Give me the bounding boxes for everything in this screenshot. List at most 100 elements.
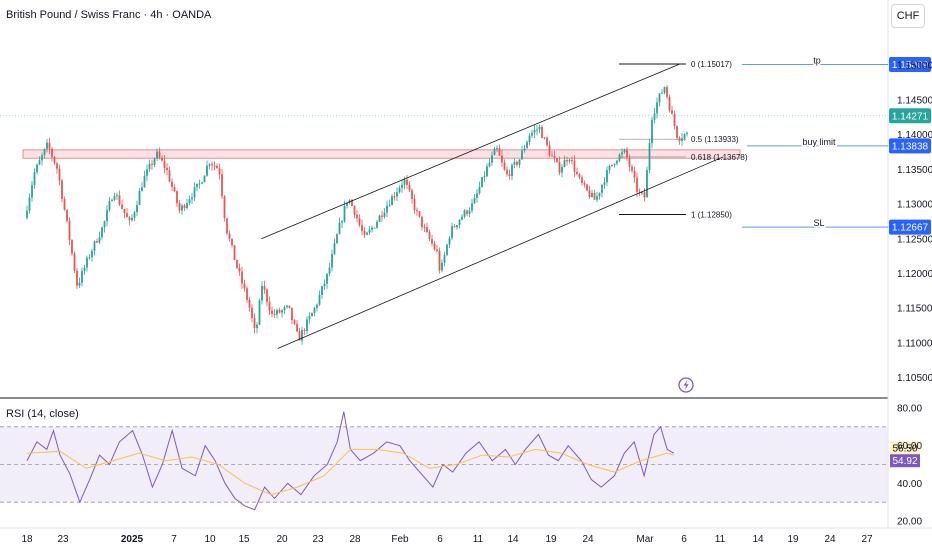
candle-body bbox=[578, 174, 581, 178]
candle-body bbox=[108, 201, 111, 211]
candle-body bbox=[236, 260, 238, 268]
candle-body bbox=[161, 157, 163, 161]
candle-body bbox=[193, 187, 196, 198]
candle-body bbox=[116, 195, 118, 197]
level-price-label: 1.13838 bbox=[892, 141, 929, 152]
time-tick-label: 24 bbox=[824, 534, 836, 545]
candle-body bbox=[256, 324, 258, 329]
candle-body bbox=[128, 217, 131, 221]
candle-body bbox=[338, 222, 341, 235]
candle-body bbox=[686, 132, 688, 135]
candle-body bbox=[141, 187, 143, 191]
currency-button[interactable]: CHF bbox=[891, 4, 925, 28]
candle-body bbox=[463, 210, 466, 217]
fib-label: 1 (1.12850) bbox=[691, 210, 732, 219]
candle-body bbox=[356, 214, 358, 219]
candle-body bbox=[563, 159, 566, 168]
time-tick-label: 10 bbox=[204, 534, 216, 545]
candle-body bbox=[176, 191, 178, 204]
candle-body bbox=[551, 155, 553, 157]
candle-body bbox=[63, 199, 66, 210]
candle-body bbox=[638, 191, 641, 193]
price-tick-label: 1.13000 bbox=[897, 200, 932, 211]
candle-body bbox=[263, 285, 266, 290]
candle-body bbox=[616, 160, 618, 164]
candle-body bbox=[201, 182, 203, 184]
time-tick-label: 23 bbox=[312, 534, 324, 545]
candle-body bbox=[448, 237, 451, 245]
candle-body bbox=[226, 218, 228, 234]
candle-body bbox=[336, 234, 338, 244]
candle-body bbox=[308, 316, 311, 320]
candle-body bbox=[46, 142, 48, 149]
candle-body bbox=[391, 196, 393, 206]
time-tick-label: 15 bbox=[238, 534, 250, 545]
fib-label: 0.5 (1.13933) bbox=[691, 135, 739, 144]
candle-body bbox=[506, 169, 508, 175]
candle-body bbox=[323, 283, 326, 287]
lightning-icon[interactable] bbox=[678, 377, 694, 393]
candle-body bbox=[276, 309, 278, 315]
candle-body bbox=[568, 160, 571, 162]
candle-body bbox=[493, 148, 496, 156]
candle-body bbox=[36, 164, 38, 173]
candle-body bbox=[501, 155, 503, 163]
candle-body bbox=[238, 267, 241, 272]
price-tick-label: 1.13500 bbox=[897, 165, 932, 176]
resistance-zone bbox=[22, 149, 741, 159]
chart-title: British Pound / Swiss Franc · 4h · OANDA bbox=[6, 9, 212, 21]
rsi-tick-label: 20.00 bbox=[897, 517, 922, 528]
candle-body bbox=[328, 267, 331, 274]
candle-body bbox=[171, 181, 173, 188]
channel-lower-line bbox=[277, 156, 724, 349]
candle-body bbox=[306, 319, 308, 331]
candle-body bbox=[361, 224, 363, 232]
candle-body bbox=[368, 229, 371, 233]
candle-body bbox=[288, 305, 291, 308]
candle-body bbox=[221, 174, 223, 197]
candle-body bbox=[258, 300, 261, 325]
candle-body bbox=[421, 216, 423, 228]
candle-body bbox=[333, 243, 336, 255]
level-label: tp bbox=[813, 56, 821, 66]
candle-body bbox=[33, 172, 36, 186]
rsi-title: RSI (14, close) bbox=[6, 408, 79, 420]
candle-body bbox=[406, 179, 408, 185]
candle-body bbox=[483, 176, 486, 178]
candle-body bbox=[481, 177, 483, 188]
candle-body bbox=[656, 102, 658, 114]
candle-body bbox=[303, 330, 306, 332]
price-tick-label: 1.14000 bbox=[897, 130, 932, 141]
candle-body bbox=[326, 273, 328, 284]
candle-body bbox=[496, 148, 498, 150]
candle-body bbox=[403, 179, 406, 185]
candle-body bbox=[643, 192, 646, 198]
candle-body bbox=[111, 199, 113, 202]
time-tick-label: 14 bbox=[752, 534, 764, 545]
candle-body bbox=[521, 150, 523, 160]
candle-body bbox=[668, 96, 671, 111]
candle-body bbox=[293, 320, 296, 324]
candle-body bbox=[441, 262, 443, 271]
time-tick-label: 7 bbox=[171, 534, 177, 545]
candle-body bbox=[566, 159, 568, 162]
candle-body bbox=[491, 155, 493, 163]
candle-body bbox=[76, 270, 78, 286]
candle-body bbox=[331, 254, 333, 268]
price-tick-label: 1.11500 bbox=[897, 304, 932, 315]
candle-body bbox=[636, 177, 638, 192]
level-price-tag bbox=[889, 138, 931, 154]
rsi-band bbox=[0, 426, 888, 503]
candle-body bbox=[583, 182, 586, 185]
time-tick-label: 18 bbox=[21, 534, 33, 545]
time-tick-label: 28 bbox=[349, 534, 361, 545]
candle-body bbox=[386, 205, 388, 213]
candle-body bbox=[606, 170, 608, 183]
candle-body bbox=[261, 285, 263, 301]
time-tick-label: Feb bbox=[391, 534, 409, 545]
candle-body bbox=[351, 199, 353, 206]
time-tick-label: 6 bbox=[437, 534, 443, 545]
candle-body bbox=[371, 227, 373, 230]
time-tick-label: Mar bbox=[636, 534, 654, 545]
